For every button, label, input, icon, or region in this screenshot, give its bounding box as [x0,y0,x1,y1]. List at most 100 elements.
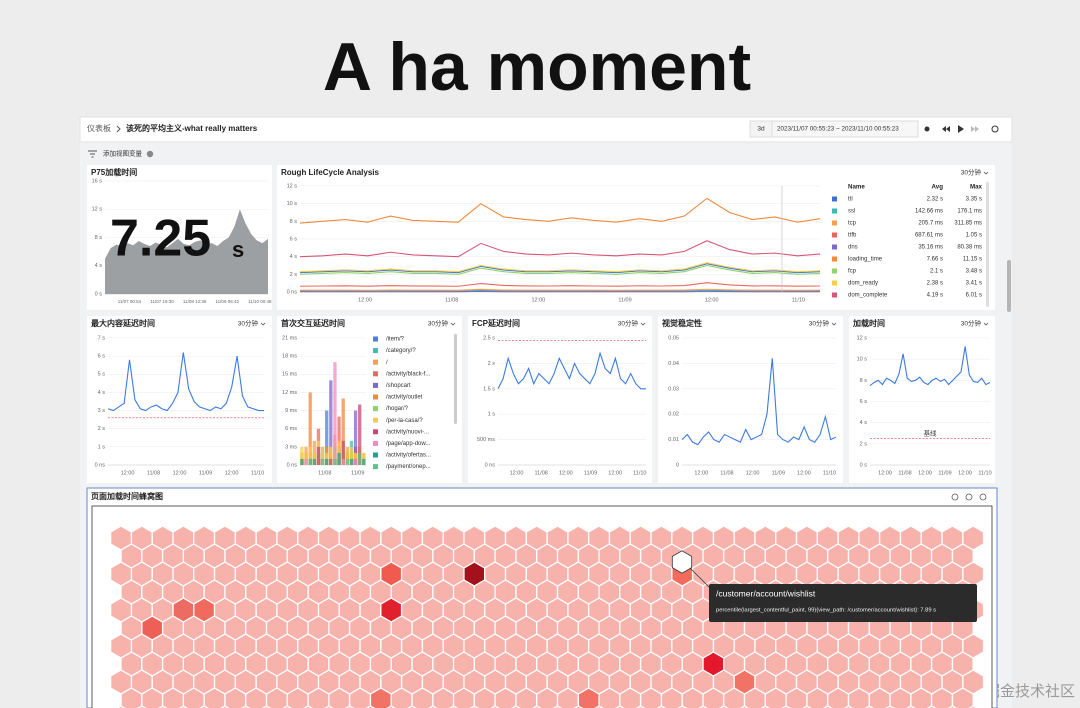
hex-cell[interactable] [537,652,557,676]
hex-cell[interactable] [818,526,838,550]
hex-cell[interactable] [360,598,381,622]
forward-icon[interactable] [975,126,979,132]
hex-cell[interactable] [942,634,963,658]
hex-cell[interactable] [558,616,578,640]
hex-cell[interactable] [288,580,308,604]
hex-cell[interactable] [755,670,775,694]
hex-cell[interactable] [630,526,651,550]
hex-cell[interactable] [818,562,838,586]
hex-cell[interactable] [298,526,318,550]
hex-cell[interactable] [412,544,433,568]
hex-cell[interactable] [391,688,412,708]
hex-cell[interactable] [339,526,360,550]
hex-cell[interactable] [142,544,162,568]
hex-cell[interactable] [651,562,672,586]
hex-cell[interactable] [194,670,214,694]
play-icon[interactable] [958,125,964,133]
hex-cell[interactable] [381,598,401,622]
hex-cell[interactable] [391,616,412,640]
hex-cell[interactable] [267,616,287,640]
hex-cell[interactable] [371,688,391,708]
hex-cell[interactable] [184,580,204,604]
hex-cell[interactable] [890,688,911,708]
hex-cell[interactable] [381,562,401,586]
hex-cell[interactable] [786,652,807,676]
hex-cell[interactable] [869,544,890,568]
hex-cell[interactable] [527,634,547,658]
hex-cell[interactable] [921,634,942,658]
hex-cell[interactable] [485,562,505,586]
hex-cell[interactable] [568,598,588,622]
hex-cell[interactable] [443,598,464,622]
hex-cell[interactable] [953,544,973,568]
hex-cell[interactable] [724,688,744,708]
hex-cell[interactable] [620,688,640,708]
filter-icon[interactable] [88,150,97,158]
hex-cell[interactable] [516,544,536,568]
hex-cell[interactable] [641,544,661,568]
hex-cell[interactable] [506,634,526,658]
hex-cell[interactable] [111,634,131,658]
hex-cell[interactable] [288,652,308,676]
breadcrumb-root[interactable]: 仪表板 [87,123,111,133]
hex-cell[interactable] [921,526,942,550]
hex-cell[interactable] [402,562,422,586]
hex-cell[interactable] [547,526,568,550]
rewind-icon[interactable] [942,126,946,132]
hex-cell[interactable] [464,526,484,550]
hex-cell[interactable] [807,544,827,568]
hex-cell[interactable] [589,562,609,586]
hex-cell[interactable] [776,526,796,550]
hex-cell[interactable] [236,526,256,550]
hex-cell[interactable] [901,634,921,658]
hex-cell[interactable] [433,688,453,708]
hex-cell[interactable] [703,688,724,708]
hex-cell[interactable] [121,580,142,604]
hex-cell[interactable] [724,544,744,568]
hex-cell[interactable] [319,670,339,694]
hex-cell[interactable] [568,562,588,586]
hex-cell[interactable] [651,634,672,658]
hex-cell[interactable] [610,562,630,586]
hex-cell[interactable] [236,634,256,658]
hex-cell[interactable] [121,652,142,676]
hex-cell[interactable] [423,598,443,622]
hex-cell[interactable] [225,616,245,640]
hex-cell[interactable] [277,634,297,658]
hex-cell[interactable] [391,580,412,604]
hex-cell[interactable] [163,544,183,568]
hex-cell[interactable] [267,580,287,604]
hex-cell[interactable] [693,634,713,658]
hex-cell[interactable] [142,616,162,640]
hex-cell[interactable] [132,670,152,694]
hex-cell[interactable] [267,688,287,708]
hex-cell[interactable] [734,634,755,658]
hex-cell[interactable] [724,652,744,676]
hex-cell[interactable] [589,526,609,550]
hex-cell[interactable] [215,598,235,622]
hex-cell[interactable] [693,526,713,550]
hex-cell[interactable] [339,562,360,586]
hex-cell[interactable] [776,634,796,658]
hex-cell[interactable] [350,544,370,568]
hex-cell[interactable] [506,526,526,550]
hex-cell[interactable] [558,580,578,604]
hex-cell[interactable] [693,562,713,586]
hex-cell[interactable] [849,544,869,568]
hex-cell[interactable] [256,562,277,586]
hex-cell[interactable] [350,616,370,640]
hex-cell[interactable] [298,634,318,658]
hex-cell[interactable] [599,652,620,676]
hex-cell[interactable] [641,688,661,708]
hex-cell[interactable] [641,580,661,604]
hex-cell[interactable] [308,652,329,676]
hex-cell[interactable] [506,562,526,586]
hex-cell[interactable] [329,652,349,676]
hex-cell[interactable] [132,526,152,550]
hex-cell[interactable] [454,616,474,640]
hex-cell[interactable] [849,616,869,640]
hex-cell[interactable] [776,562,796,586]
hex-cell[interactable] [236,598,256,622]
panel-icon[interactable] [979,493,987,501]
hex-cell[interactable] [579,544,599,568]
